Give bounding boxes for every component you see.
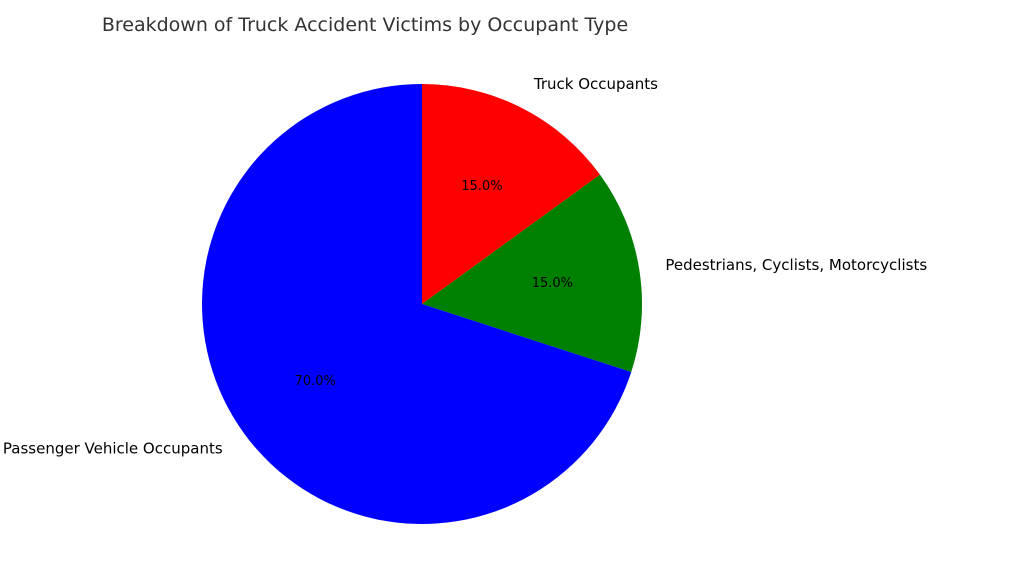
- pie-pct-label: 70.0%: [295, 374, 336, 389]
- pie-category-label: Pedestrians, Cyclists, Motorcyclists: [665, 256, 927, 274]
- pie-pct-label: 15.0%: [532, 276, 573, 291]
- pie-category-label: Truck Occupants: [533, 75, 658, 93]
- pie-category-label: Passenger Vehicle Occupants: [3, 439, 223, 457]
- pie-pct-label: 15.0%: [461, 179, 502, 194]
- pie-chart: 15.0% Truck Occupants 15.0% Pedestrians, Cy…: [0, 0, 1024, 564]
- chart-container: Breakdown of Truck Accident Victims by O…: [0, 0, 1024, 564]
